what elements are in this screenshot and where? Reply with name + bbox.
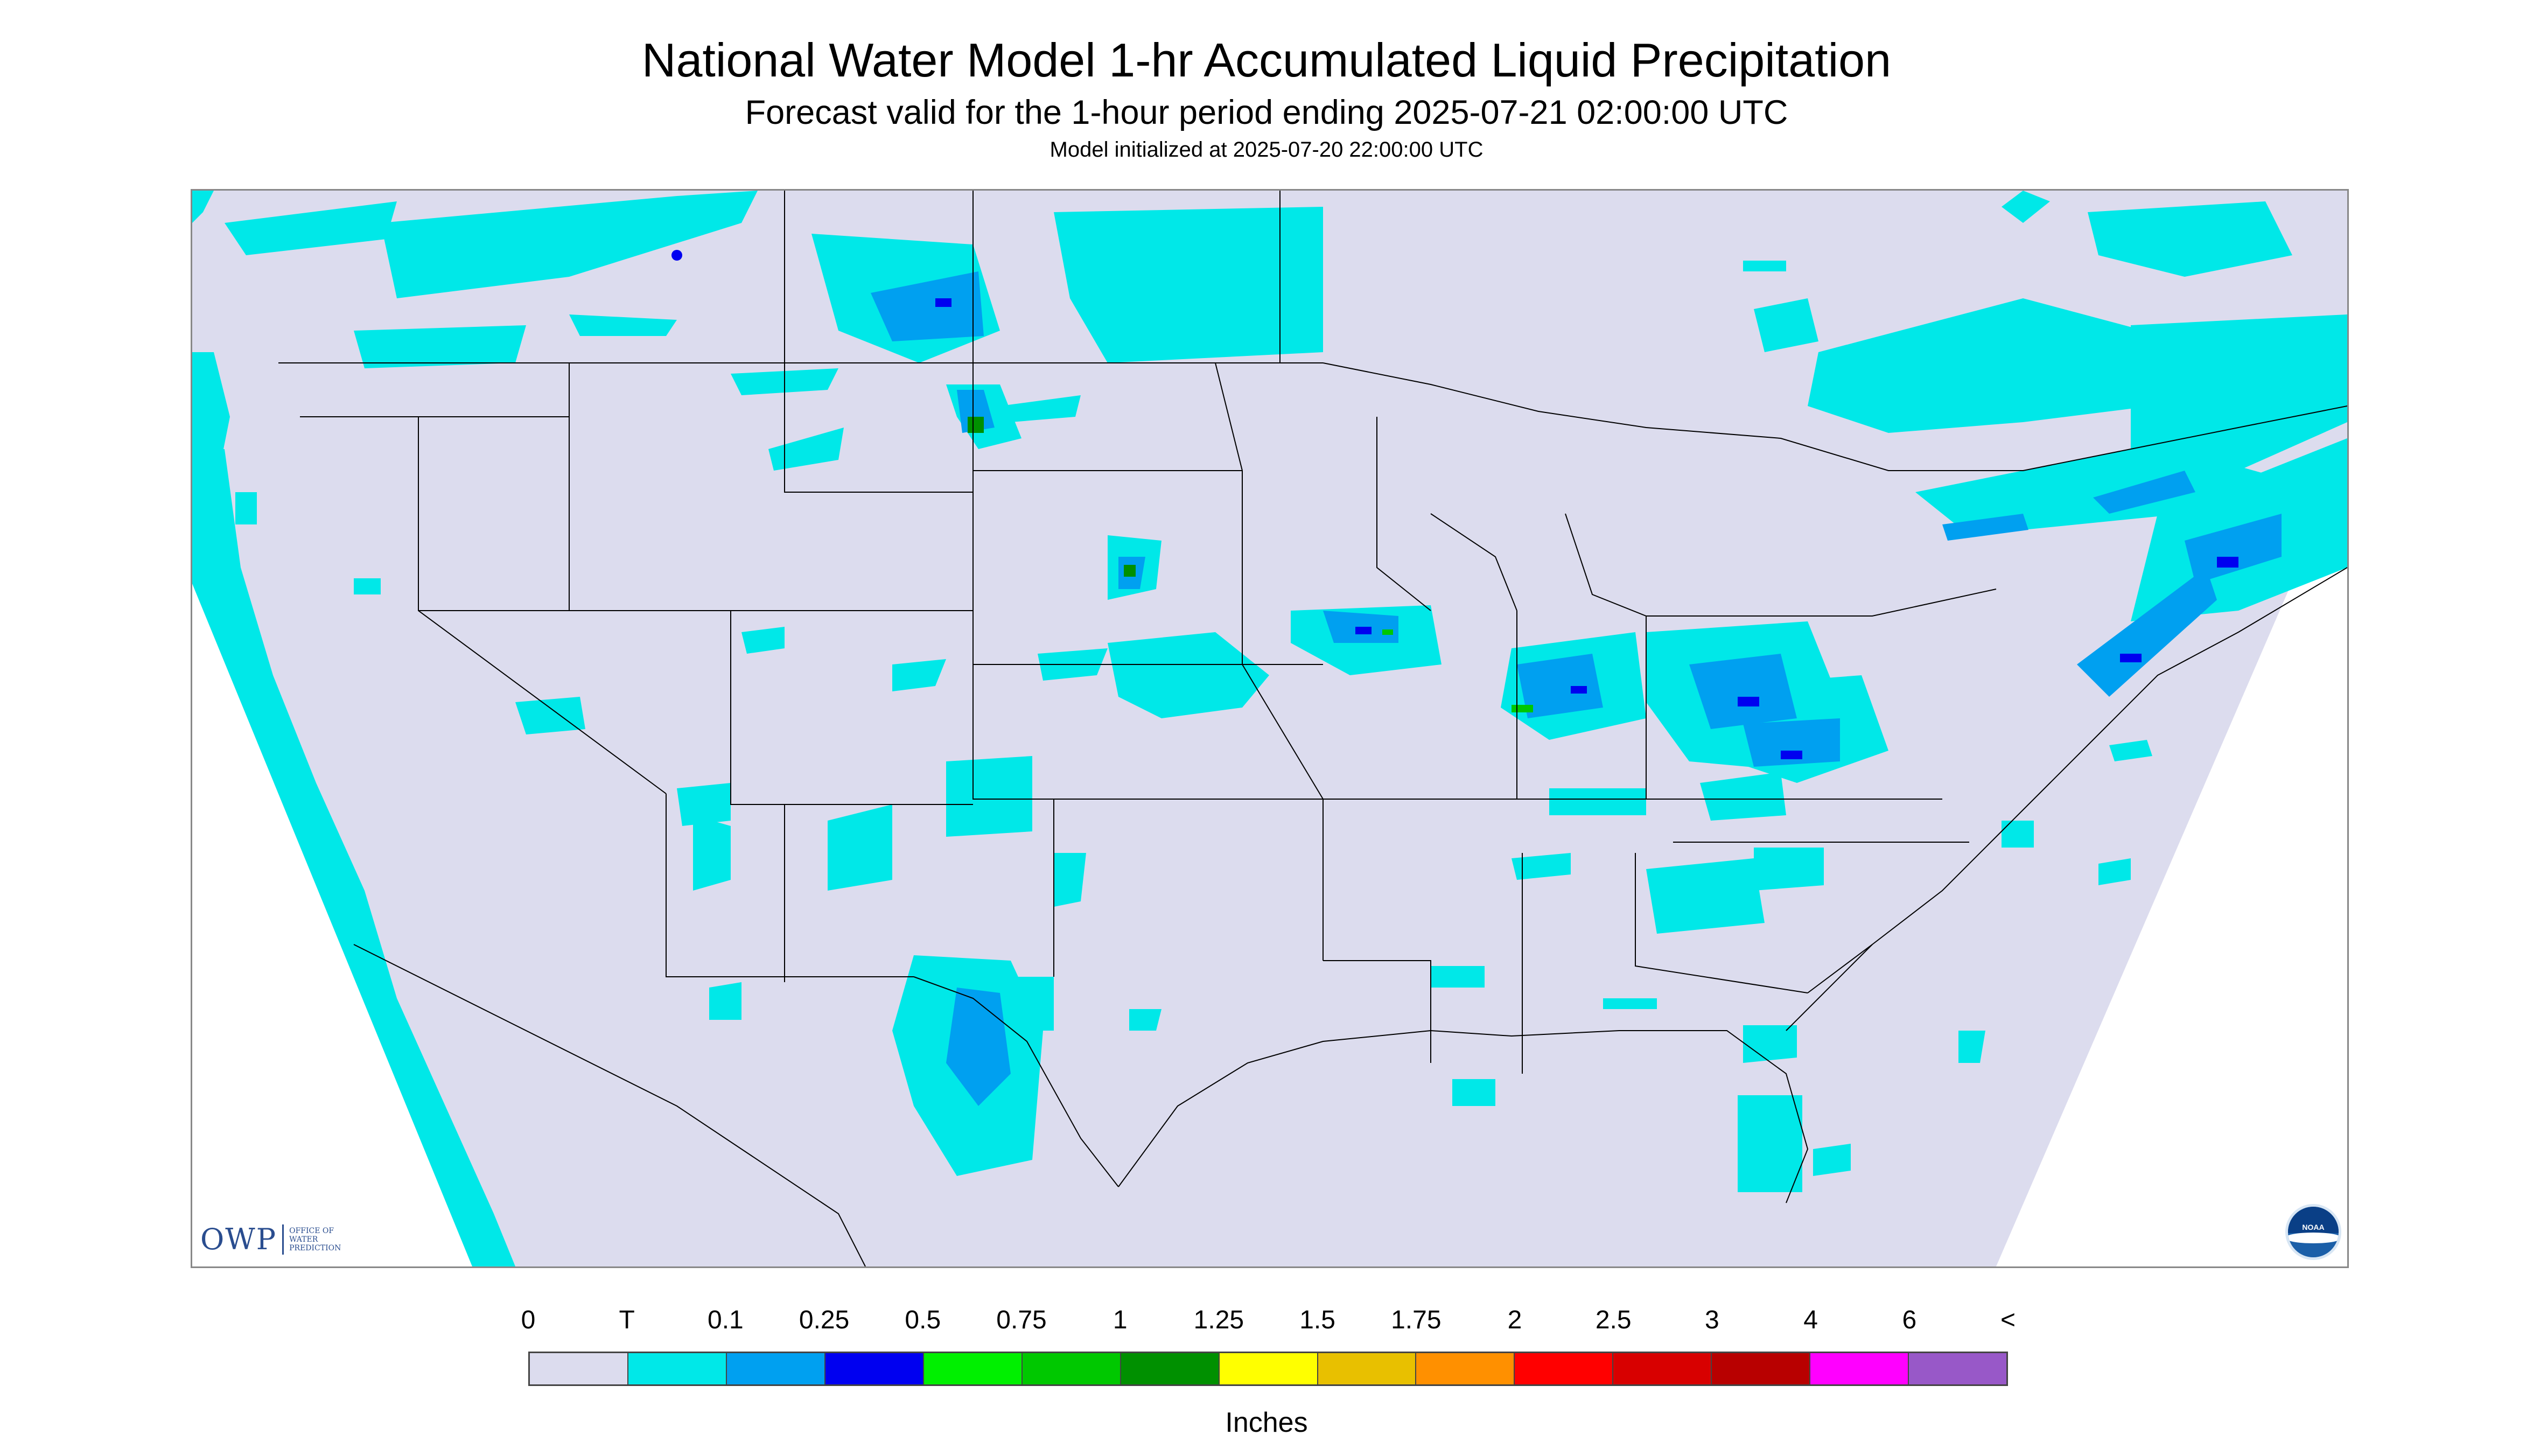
legend-label: 0.5 bbox=[905, 1306, 941, 1334]
legend-label: 0 bbox=[521, 1306, 536, 1334]
precip-canada-moderate bbox=[871, 271, 2282, 584]
legend-units: Inches bbox=[1225, 1407, 1308, 1438]
owp-line-3: PREDICTION bbox=[289, 1243, 341, 1252]
legend-swatch bbox=[1909, 1353, 2007, 1384]
precip-canada-north bbox=[192, 191, 2347, 621]
legend-swatch bbox=[1022, 1353, 1121, 1384]
legend-swatch bbox=[628, 1353, 727, 1384]
noaa-logo-text: NOAA bbox=[2302, 1223, 2325, 1231]
legend-label: T bbox=[619, 1306, 635, 1334]
legend-label: 1.25 bbox=[1193, 1306, 1244, 1334]
legend-swatch bbox=[923, 1353, 1023, 1384]
legend-swatch bbox=[1613, 1353, 1712, 1384]
noaa-logo-wave bbox=[2288, 1233, 2339, 1243]
owp-logo-divider bbox=[282, 1224, 284, 1255]
boundary-lines bbox=[278, 191, 2347, 1266]
precip-canada-heavy bbox=[671, 250, 2238, 568]
offdomain-right bbox=[1996, 454, 2347, 1266]
legend-label: < bbox=[2000, 1306, 2016, 1334]
legend-label: 0.25 bbox=[799, 1306, 850, 1334]
legend-label: 2 bbox=[1507, 1306, 1522, 1334]
precip-midwest-heavy bbox=[1355, 627, 2142, 759]
legend-swatch bbox=[1219, 1353, 1318, 1384]
legend-swatch bbox=[1318, 1353, 1417, 1384]
legend-swatch bbox=[530, 1353, 628, 1384]
model-init-line: Model initialized at 2025-07-20 22:00:00… bbox=[1049, 138, 1484, 162]
legend-labels: 0 T 0.1 0.25 0.5 0.75 1 1.25 1.5 1.75 2 2.5 3 4 6 < bbox=[0, 1305, 2533, 1338]
precip-plains-heavy bbox=[968, 417, 1136, 577]
noaa-logo: NOAA bbox=[2285, 1204, 2341, 1260]
legend-swatch bbox=[1121, 1353, 1220, 1384]
legend-label: 2.5 bbox=[1595, 1306, 1632, 1334]
precip-midwest-moderate bbox=[1323, 568, 2217, 767]
precip-west-coast bbox=[192, 352, 515, 1266]
legend-label: 1.5 bbox=[1299, 1306, 1335, 1334]
legend-swatch bbox=[1515, 1353, 1614, 1384]
owp-line-1: OFFICE OF bbox=[289, 1226, 334, 1235]
legend-colorbar bbox=[528, 1352, 2008, 1386]
legend-swatch bbox=[1416, 1353, 1515, 1384]
legend-label: 3 bbox=[1705, 1306, 1719, 1334]
noaa-logo-sky bbox=[2288, 1207, 2339, 1233]
legend-label: 0.1 bbox=[708, 1306, 744, 1334]
owp-logo-text: OFFICE OF WATER PREDICTION bbox=[289, 1227, 341, 1252]
legend-swatch bbox=[1810, 1353, 1909, 1384]
precip-plains-moderate bbox=[946, 390, 1145, 1106]
map-title: National Water Model 1-hr Accumulated Li… bbox=[641, 33, 1892, 87]
legend-label: 0.75 bbox=[996, 1306, 1047, 1334]
legend-label: 4 bbox=[1803, 1306, 1818, 1334]
owp-line-2: WATER bbox=[289, 1235, 318, 1244]
precipitation-map-svg bbox=[192, 191, 2347, 1266]
legend-swatch bbox=[726, 1353, 825, 1384]
legend-label: 1 bbox=[1112, 1306, 1128, 1334]
owp-mark: OWP bbox=[200, 1222, 277, 1256]
legend-swatch bbox=[825, 1353, 924, 1384]
map-subtitle: Forecast valid for the 1-hour period end… bbox=[745, 94, 1788, 131]
legend-label: 6 bbox=[1902, 1306, 1917, 1334]
legend-label: 1.75 bbox=[1391, 1306, 1442, 1334]
precipitation-map bbox=[191, 189, 2349, 1268]
owp-logo: OWP OFFICE OF WATER PREDICTION bbox=[200, 1222, 341, 1256]
legend-swatch bbox=[1712, 1353, 1811, 1384]
